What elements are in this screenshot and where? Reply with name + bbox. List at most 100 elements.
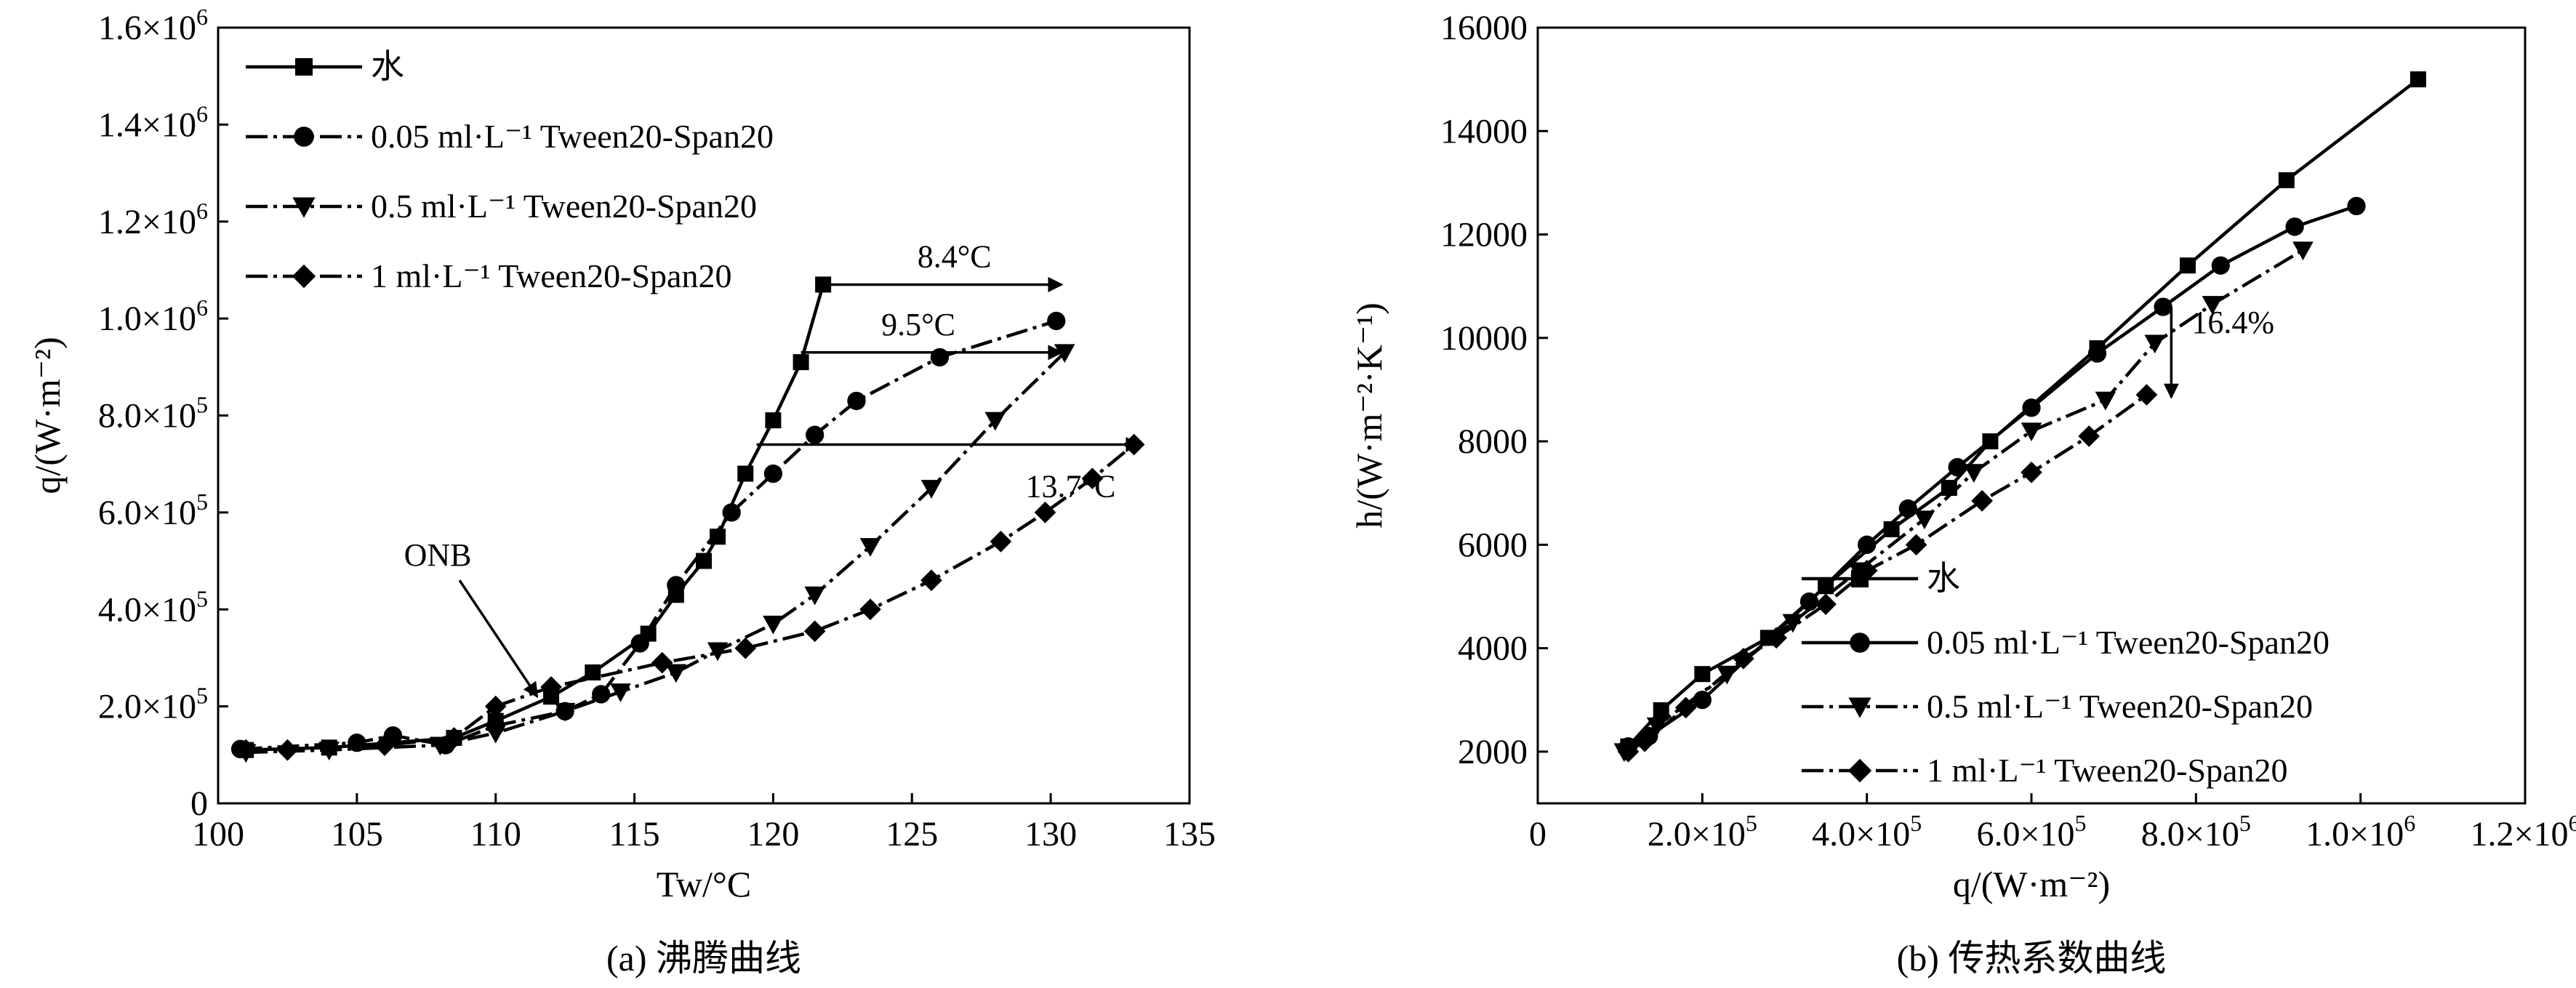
series-0-point — [710, 529, 726, 545]
series-1-point — [2285, 217, 2304, 236]
series-1-point — [930, 348, 950, 367]
y-tick-label: 6.0×105 — [98, 489, 208, 532]
series-1-point — [1858, 535, 1877, 554]
legend-marker — [1850, 632, 1870, 653]
series-3-point — [1733, 647, 1754, 670]
y-tick-label: 1.0×106 — [98, 294, 208, 338]
y-tick-label: 4.0×105 — [98, 585, 208, 629]
series-2-point — [1782, 614, 1804, 633]
series-2-point — [2202, 296, 2223, 315]
series-3-point — [734, 637, 757, 659]
series-1-point — [2087, 344, 2107, 363]
y-tick-label: 0 — [190, 784, 208, 823]
series-1-point — [2022, 398, 2041, 417]
series-2-point — [804, 586, 825, 606]
series-0-point — [1694, 666, 1711, 683]
y-tick-label: 1.4×106 — [98, 100, 208, 144]
legend-entry-label: 水 — [1927, 560, 1960, 597]
series-3-point — [1905, 534, 1927, 556]
x-axis-label: q/(W·m⁻²) — [1953, 864, 2110, 904]
series-line-2 — [246, 351, 1066, 755]
y-tick-label: 12000 — [1440, 216, 1528, 254]
legend-marker — [1851, 570, 1869, 587]
series-3-point — [1815, 593, 1837, 615]
legend: 水 0.05 ml·L⁻¹ Tween20-Span20 0.5 ml·L⁻¹ Tw… — [1802, 560, 2330, 789]
x-tick-label: 115 — [609, 815, 659, 854]
series-1-point — [806, 425, 824, 444]
x-tick-label: 130 — [1024, 815, 1077, 854]
series-1-point — [847, 391, 866, 411]
series-0-point — [793, 354, 809, 371]
y-axis-label: q/(W·m⁻²) — [27, 337, 68, 494]
panel-a-boiling-curve: 100 105 110 115 120 125 130 135 0 2.0×105 4.0×105 6… — [27, 4, 1216, 979]
series-3-point — [990, 531, 1012, 553]
series-2-point — [763, 615, 784, 635]
x-tick-label: 135 — [1163, 815, 1216, 854]
series-line-3 — [1627, 393, 2148, 753]
panel-b-heat-transfer-coefficient: 0 2.0×105 4.0×105 6.0×105 8.0×105 1.0×106 1.2×… — [1349, 9, 2576, 979]
series-1-point — [722, 503, 741, 522]
series-1-point — [2211, 256, 2230, 275]
series-1-point — [1948, 457, 1967, 477]
legend-marker — [292, 264, 316, 289]
y-tick-label: 14000 — [1440, 112, 1528, 150]
series-0-point — [696, 553, 712, 569]
x-tick-label: 1.2×106 — [2470, 810, 2576, 854]
legend-marker — [294, 126, 314, 147]
series-3-point — [1634, 730, 1656, 752]
x-tick-label: 2.0×105 — [1648, 810, 1757, 854]
y-tick-label: 4000 — [1458, 630, 1528, 668]
legend-entry-label: 0.5 ml·L⁻¹ Tween20-Span20 — [1927, 688, 2313, 725]
legend-marker — [1848, 697, 1871, 718]
x-tick-label: 100 — [192, 815, 244, 854]
legend-entry-label: 1 ml·L⁻¹ Tween20-Span20 — [371, 257, 731, 294]
series-line-3 — [246, 443, 1136, 752]
series-2-point — [1646, 717, 1668, 736]
series-3-point — [803, 620, 826, 643]
series-2-point — [485, 724, 507, 744]
series-1-point — [1047, 311, 1066, 331]
legend-entry-label: 0.05 ml·L⁻¹ Tween20-Span20 — [1927, 624, 2330, 661]
series-2-point — [2144, 334, 2166, 354]
series-0-point — [2278, 172, 2295, 188]
series-3-point — [651, 651, 673, 674]
onb-arrow — [458, 579, 539, 699]
legend-entry-label: 水 — [371, 48, 404, 85]
series-2-point — [2095, 391, 2116, 411]
y-tick-label: 8000 — [1458, 422, 1528, 461]
delta-t-label: 9.5°C — [881, 307, 955, 342]
legend-marker — [295, 58, 313, 76]
series-3-point — [1034, 502, 1056, 523]
series-2-point — [665, 664, 687, 683]
series-3-point — [540, 676, 562, 698]
series-1-point — [592, 685, 611, 704]
series-1-point — [763, 464, 783, 483]
legend-entry-label: 1 ml·L⁻¹ Tween20-Span20 — [1927, 752, 2287, 789]
x-tick-label: 8.0×105 — [2141, 810, 2251, 854]
series-2-point — [2021, 422, 2042, 442]
series-3-point — [1674, 696, 1697, 719]
series-2-point — [1963, 464, 1985, 483]
series-2-point — [1716, 665, 1738, 685]
series-2-point — [984, 411, 1006, 431]
y-tick-label: 2000 — [1458, 733, 1528, 771]
series-1-point — [630, 634, 649, 653]
delta-t-label: 13.7°C — [1025, 469, 1115, 505]
series-1-point — [2347, 196, 2366, 216]
series-2-point — [920, 480, 942, 499]
y-tick-label: 1.2×106 — [98, 198, 208, 241]
series-2-point — [2292, 241, 2314, 261]
y-tick-label: 8.0×105 — [98, 392, 208, 435]
y-axis-label: h/(W·m⁻²·K⁻¹) — [1349, 302, 1389, 528]
legend-marker — [1847, 758, 1872, 783]
series-2-point — [1914, 510, 1935, 530]
legend-entry-label: 0.5 ml·L⁻¹ Tween20-Span20 — [371, 188, 757, 225]
series-3-point — [1081, 467, 1104, 490]
series-3-point — [920, 569, 942, 592]
series-line-1 — [240, 319, 1057, 751]
x-tick-label: 105 — [331, 815, 383, 854]
x-tick-label: 110 — [470, 815, 521, 854]
series-3-point — [1765, 627, 1788, 649]
onb-label: ONB — [404, 537, 472, 573]
